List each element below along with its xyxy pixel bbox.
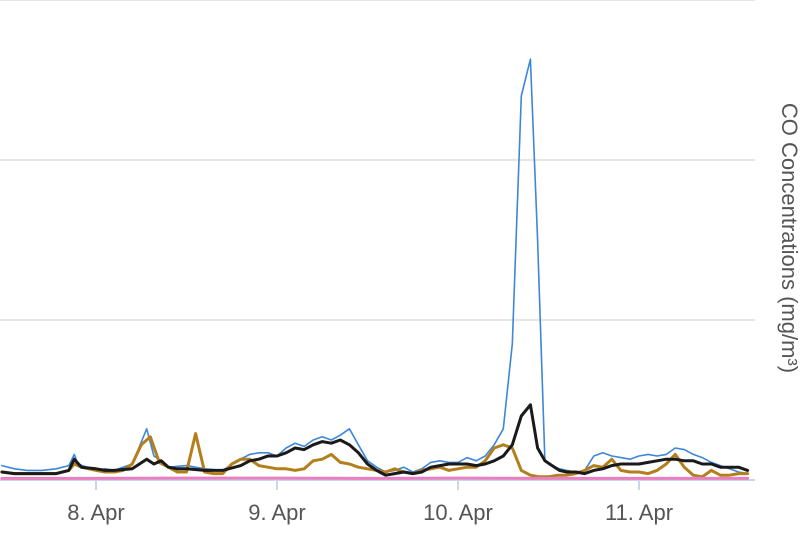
x-axis: 8. Apr 9. Apr 10. Apr 11. Apr (0, 479, 755, 525)
x-tick-label: 10. Apr (423, 500, 493, 525)
series-line-1[interactable] (1, 58, 749, 475)
x-tick-label: 8. Apr (67, 500, 124, 525)
series-line-3[interactable] (0, 403, 750, 477)
series-line-2[interactable] (0, 432, 750, 479)
x-tick-label: 11. Apr (605, 500, 673, 525)
y-axis-title: CO Concentrations (mg/m³) (777, 103, 800, 373)
x-tick-label: 9. Apr (248, 500, 305, 525)
y-gridlines (0, 0, 755, 321)
series-lines (0, 58, 750, 480)
